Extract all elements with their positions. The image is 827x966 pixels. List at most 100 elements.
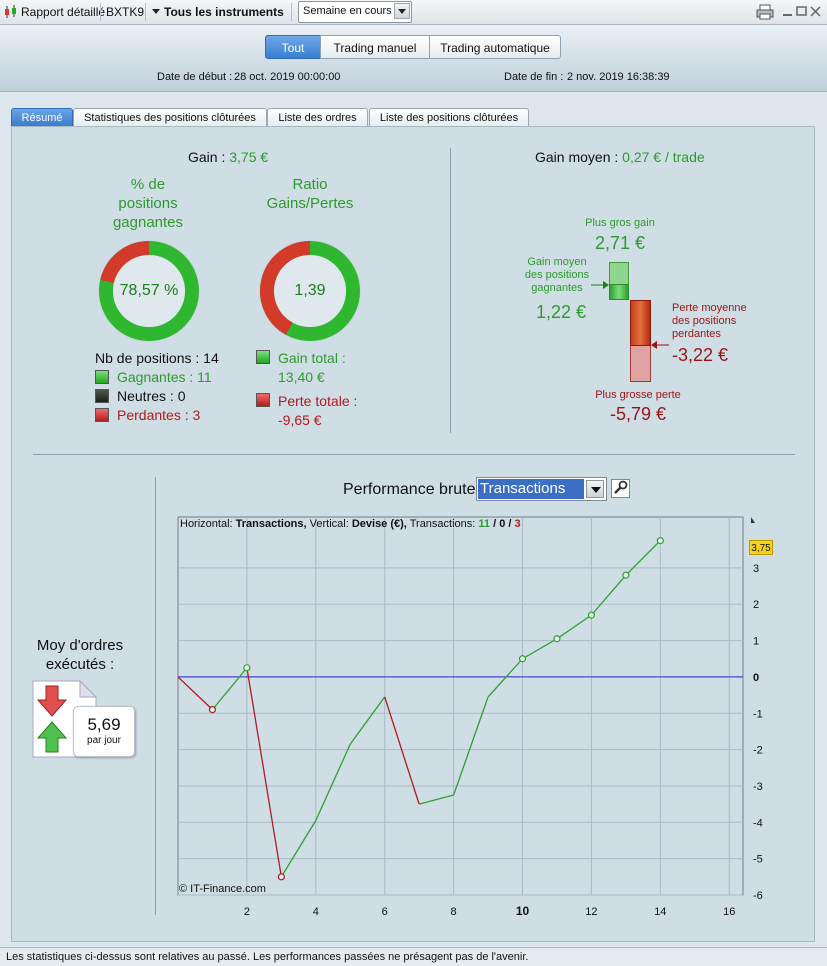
gain-summary: Gain : 3,75 € [188, 149, 268, 165]
minimize-icon[interactable] [782, 4, 793, 18]
perdantes-count: Perdantes : 3 [117, 407, 201, 423]
y-tick-label: -6 [753, 890, 763, 902]
perte-moyenne-label: Perte moyenne des positions perdantes [672, 302, 762, 341]
dark-square-icon [95, 389, 109, 403]
red-square-icon [95, 408, 109, 422]
label-line: Gain moyen [527, 256, 587, 268]
gain-segment [590, 574, 627, 616]
plus-gros-gain-label: Plus gros gain [585, 217, 655, 229]
chevron-down-icon[interactable] [586, 480, 604, 498]
chevron-down-icon[interactable] [394, 3, 410, 19]
info-neutral: 0 [499, 518, 506, 530]
ratio-title-line: Ratio [292, 176, 328, 193]
tab-resume[interactable]: Résumé [11, 108, 73, 126]
label-line: gagnantes [531, 282, 583, 294]
perte-totale-value: -9,65 € [278, 412, 322, 428]
label-line: des positions [524, 269, 590, 281]
maximize-icon[interactable] [796, 4, 807, 18]
title-bar: Rapport détaillé BXTK9 Tous les instrume… [0, 0, 827, 25]
performance-select[interactable]: Transactions [476, 477, 607, 501]
close-icon[interactable] [810, 4, 821, 18]
gain-moyen-positions-value: 1,22 € [535, 302, 587, 322]
info-slash: / [508, 518, 512, 530]
gain-segment [556, 614, 592, 640]
y-tick-label: -4 [753, 817, 763, 829]
loss-segment [177, 676, 213, 711]
pct-title-line: gagnantes [112, 214, 184, 231]
data-point [518, 655, 527, 663]
orders-label: Moy d'ordres exécutés : [20, 636, 140, 674]
avg-loss-bar [630, 300, 651, 346]
ratio-donut [259, 240, 361, 342]
chart-watermark: © IT-Finance.com [179, 883, 266, 895]
red-square-icon [256, 393, 270, 407]
gain-total-value: 13,40 € [278, 369, 325, 385]
x-tick-label: 4 [313, 906, 319, 918]
segment-trading-manuel[interactable]: Trading manuel [320, 35, 430, 59]
info-v-value: Devise (€), [351, 518, 407, 530]
green-square-icon [256, 350, 270, 364]
pct-title-line: % de [130, 176, 166, 193]
tab-statistiques[interactable]: Statistiques des positions clôturées [73, 108, 267, 126]
gain-segment [211, 667, 248, 711]
gain-total-label: Gain total : [278, 350, 346, 366]
pct-winning-value: 78,57 % [119, 282, 179, 299]
orders-label-line: exécutés : [45, 656, 115, 673]
period-select[interactable]: Semaine en cours [298, 1, 412, 23]
performance-title: Performance brute [343, 481, 476, 498]
axis-marker [751, 517, 755, 523]
divider [450, 148, 451, 433]
y-tick-label: 2 [753, 599, 759, 611]
ticker-label[interactable]: BXTK9 [106, 5, 145, 19]
y-tick-label: 3 [753, 563, 759, 575]
info-win: 11 [478, 518, 491, 530]
pct-title-line: positions [118, 195, 178, 212]
start-date-value: 28 oct. 2019 00:00:00 [234, 71, 341, 83]
start-date-label: Date de début : [157, 71, 233, 83]
tab-liste-ordres[interactable]: Liste des ordres [267, 108, 368, 126]
end-date-label: Date de fin : [504, 71, 564, 83]
orders-value-box: 5,69 par jour [73, 706, 135, 757]
gain-segment [625, 540, 661, 576]
perte-totale: Perte totale : -9,65 € [278, 392, 357, 430]
data-point [277, 873, 285, 881]
gain-segment [487, 658, 523, 698]
gain-segment [522, 638, 558, 660]
instruments-dropdown[interactable]: Tous les instruments [152, 5, 287, 19]
neutres-count: Neutres : 0 [117, 388, 186, 404]
y-tick-label: -1 [753, 708, 763, 720]
perte-totale-label: Perte totale : [278, 393, 358, 409]
gain-segment [452, 696, 489, 796]
perte-moyenne-value: -3,22 € [672, 345, 729, 365]
segment-trading-automatique[interactable]: Trading automatique [429, 35, 561, 59]
gagnantes-count: Gagnantes : 11 [117, 369, 212, 385]
x-tick-label: 6 [382, 906, 388, 918]
tab-liste-positions[interactable]: Liste des positions clôturées [369, 108, 529, 126]
donut-loss-arc [100, 241, 150, 284]
filter-header: Tout Trading manuel Trading automatique … [0, 25, 827, 92]
print-icon[interactable] [756, 4, 774, 20]
ratio-title: Ratio Gains/Pertes [250, 175, 370, 213]
last-value-badge: 3,75 [749, 540, 773, 555]
gain-segment [315, 743, 351, 821]
x-tick-label: 12 [585, 906, 597, 918]
x-tick-label: 10 [516, 904, 530, 918]
chevron-down-icon [152, 9, 160, 14]
instruments-label: Tous les instruments [164, 5, 284, 19]
plot-area [177, 516, 744, 896]
segment-tout[interactable]: Tout [265, 35, 321, 59]
gain-value: 3,75 € [229, 149, 269, 165]
label-line: des positions [672, 315, 737, 327]
data-point [587, 611, 596, 619]
plus-grosse-perte-value: -5,79 € [609, 404, 667, 424]
info-v-label: Vertical: [309, 518, 349, 530]
gain-moyen-positions-label: Gain moyen des positions gagnantes [511, 256, 603, 295]
x-tick-label: 2 [244, 906, 250, 918]
gain-segment [349, 696, 386, 745]
donut-center [113, 255, 185, 327]
data-point [243, 664, 251, 672]
wrench-icon[interactable] [611, 479, 630, 498]
disclaimer-text: Les statistiques ci-dessus sont relative… [6, 951, 529, 963]
gain-moyen-label: Gain moyen : [535, 149, 619, 165]
